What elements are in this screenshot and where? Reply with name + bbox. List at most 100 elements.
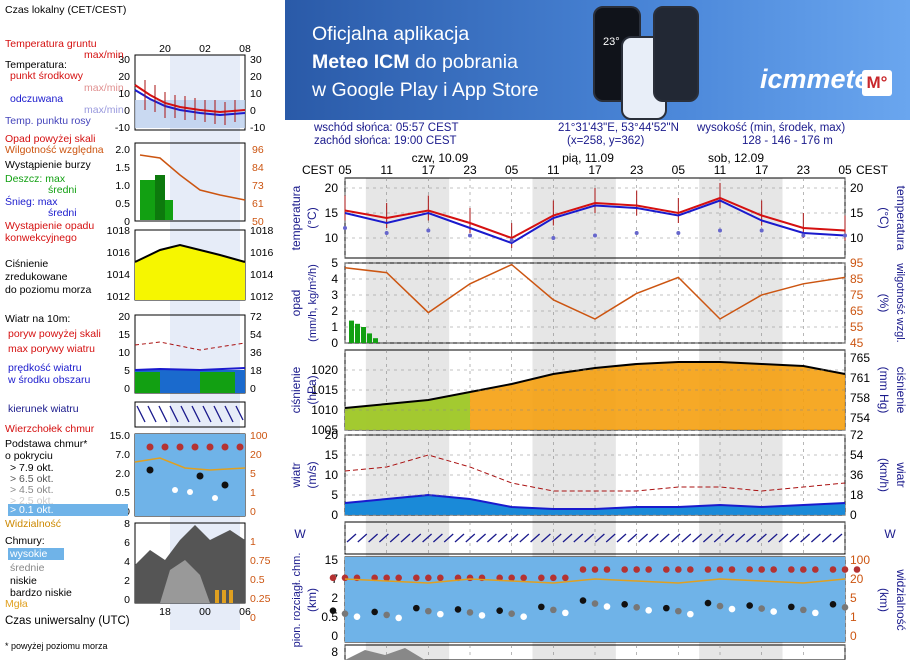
cloud-top-dot bbox=[853, 566, 861, 573]
temp-tick-right: 15 bbox=[850, 206, 864, 220]
wind-title-right: wiatr bbox=[894, 461, 908, 487]
legend-cloud-top: Wierzchołek chmur bbox=[5, 423, 95, 435]
cloud-base-dot bbox=[538, 603, 545, 611]
legend-storm: Wystąpienie burzy bbox=[5, 159, 91, 171]
dew-point-dot bbox=[843, 233, 847, 238]
legend-rain-mid: średni bbox=[48, 184, 77, 196]
legend-wind-dir: kierunek wiatru bbox=[8, 403, 79, 415]
cloud-base-dot bbox=[425, 607, 432, 615]
cloud-base-dot bbox=[728, 605, 736, 613]
wind-arrow bbox=[767, 533, 778, 543]
hour-label: 05 bbox=[672, 163, 686, 177]
legend-cloud-base: Podstawa chmur* o pokryciu bbox=[5, 438, 88, 462]
legend-c65: > 6.5 okt. bbox=[10, 473, 54, 485]
legend-cloud-tick: 0.5 bbox=[115, 487, 130, 499]
legend-c79: > 7.9 okt. bbox=[10, 462, 54, 474]
precip-bar bbox=[355, 323, 360, 343]
wind-arrow bbox=[422, 533, 433, 543]
wind-title: wiatr bbox=[289, 462, 303, 488]
vis-tick: 100 bbox=[850, 553, 870, 567]
precip-tick: 5 bbox=[331, 256, 338, 270]
pressure-line bbox=[344, 361, 846, 409]
legend-temp-tick: 30 bbox=[118, 54, 130, 66]
legend-dew-point: Temp. punktu rosy bbox=[5, 115, 91, 127]
wind-arrow bbox=[594, 533, 605, 543]
cloud-top-dot bbox=[770, 566, 777, 573]
legend-rh-tick: 50 bbox=[252, 216, 264, 228]
legend-rain-above: Opad powyżej skali bbox=[5, 133, 96, 145]
wind-arrow bbox=[746, 533, 757, 543]
app-banner[interactable]: Oficjalna aplikacja Meteo ICM do pobrani… bbox=[285, 0, 910, 120]
cloud-top-dot bbox=[841, 566, 849, 573]
rh-tick: 55 bbox=[850, 320, 864, 334]
legend-top-time: 20 bbox=[159, 43, 171, 55]
hour-label: 23 bbox=[630, 163, 644, 177]
cloud-base-dot bbox=[329, 607, 337, 614]
legend-clouds-right-tick: 1 bbox=[250, 536, 256, 548]
day-label: pią, 11.09 bbox=[562, 151, 614, 165]
cloud-top-dot bbox=[746, 566, 753, 573]
wind-tick-right: 36 bbox=[850, 468, 864, 482]
banner-line2-rest: do pobrania bbox=[409, 51, 518, 73]
legend-bottom-time: 18 bbox=[159, 606, 171, 618]
precip-tick: 3 bbox=[331, 288, 338, 302]
precip-tick: 1 bbox=[331, 320, 338, 334]
press-title-right: ciśnienie bbox=[894, 367, 908, 414]
precip-title: opad bbox=[289, 290, 303, 317]
hour-label: 17 bbox=[588, 163, 602, 177]
dew-point-dot bbox=[634, 231, 639, 235]
cloud-base-dot bbox=[562, 609, 569, 617]
legend-vis-tick: 1 bbox=[250, 487, 256, 499]
wind-arrow bbox=[508, 533, 519, 543]
rh-tick: 65 bbox=[850, 304, 864, 318]
cloud-top-dot bbox=[687, 566, 694, 573]
legend-soil-temp: Temperatura gruntu bbox=[5, 38, 97, 50]
coords: 21°31'43"E, 53°44'52"N bbox=[558, 122, 679, 134]
legend-clouds-tick: 2 bbox=[124, 575, 130, 587]
legend-wind-tick: 5 bbox=[124, 365, 130, 377]
wind-arrow bbox=[756, 533, 767, 543]
hour-label: 05 bbox=[838, 163, 852, 177]
legend-fog: Mgła bbox=[5, 598, 28, 610]
cloud-base-dot bbox=[591, 600, 599, 607]
wind-arrow bbox=[530, 533, 541, 543]
wind-arrow bbox=[605, 533, 616, 543]
cloud-top-dot bbox=[341, 574, 349, 582]
legend-bottom-time: 06 bbox=[239, 606, 251, 618]
cloud-base-dot bbox=[383, 611, 390, 619]
cloud-base-dot bbox=[496, 607, 503, 614]
legend-vis-tick: 20 bbox=[250, 449, 262, 461]
cloud-base-dot bbox=[520, 613, 527, 620]
legend-clouds-tick: 6 bbox=[124, 537, 130, 549]
wind-arrow bbox=[540, 533, 551, 543]
legend-press-tick-right: 1012 bbox=[250, 291, 274, 303]
wind-tick: 0 bbox=[331, 508, 338, 522]
temp-title-right: temperatura bbox=[894, 186, 908, 251]
cloud-base-dot bbox=[704, 599, 712, 607]
cloud-top-dot bbox=[383, 574, 390, 582]
wind-arrow bbox=[724, 533, 735, 543]
rh-tick: 45 bbox=[850, 336, 864, 350]
dew-point-dot bbox=[676, 231, 681, 235]
cloud-tick: 2 bbox=[331, 591, 338, 605]
icm-logo-m: M° bbox=[862, 70, 892, 96]
perceived-line bbox=[344, 199, 846, 245]
cloud-base-dot bbox=[687, 610, 694, 618]
rh-tick: 75 bbox=[850, 288, 864, 302]
rh-tick: 95 bbox=[850, 256, 864, 270]
temp-unit: (°C) bbox=[305, 207, 319, 228]
dew-point-dot bbox=[468, 233, 472, 238]
hour-label: 05 bbox=[505, 163, 519, 177]
legend-temp-tick-right: 30 bbox=[250, 54, 262, 66]
wind-arrow bbox=[476, 533, 487, 543]
legend-press-tick: 1016 bbox=[107, 247, 131, 259]
cloud-base-dot bbox=[853, 607, 861, 614]
legend-temp-tick-right: 20 bbox=[250, 71, 262, 83]
cloud-base-dot bbox=[508, 610, 515, 617]
legend-clouds-tick: 0 bbox=[124, 594, 130, 606]
legend-press-tick-right: 1018 bbox=[250, 225, 274, 237]
banner-line2-bold: Meteo ICM bbox=[312, 51, 410, 73]
legend-press-tick: 1018 bbox=[107, 225, 131, 237]
cloud-base-dot bbox=[812, 609, 819, 617]
cloud-base-dot bbox=[478, 612, 486, 619]
